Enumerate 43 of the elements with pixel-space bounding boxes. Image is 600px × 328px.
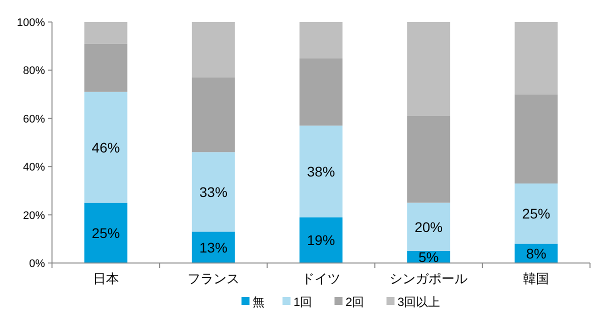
legend-label: 1回 [294,295,312,309]
x-tick-label: シンガポール [390,271,468,286]
bar [407,202,450,251]
bar [192,77,235,152]
bar [192,152,235,232]
bar [300,58,342,126]
y-tick-label: 100% [16,17,46,29]
data-label: 5% [418,248,439,265]
x-tick-label: ドイツ [302,271,340,286]
bar [300,217,342,263]
bar [84,92,128,203]
data-label: 46% [92,139,120,156]
bar [84,202,128,263]
bar [407,22,450,116]
bar [192,232,235,263]
y-tick-label: 0% [29,258,46,270]
bar [192,22,235,78]
data-label: 38% [306,163,336,180]
data-label: 13% [199,239,228,256]
data-label: 25% [92,224,120,241]
y-tick-label: 80% [22,65,46,78]
legend-label: 3回以上 [398,295,440,309]
legend-label: 無 [252,295,264,309]
data-label: 8% [526,245,546,262]
x-tick-label: 日本 [92,271,119,286]
legend-label: 2回 [346,295,364,309]
bar [300,126,342,218]
y-tick-label: 60% [22,113,46,126]
bar [514,183,558,244]
data-label: 33% [199,184,228,200]
bar [514,94,558,184]
bar [407,116,450,203]
bar [514,22,558,94]
y-tick-label: 40% [22,162,46,174]
x-tick-label: 韓国 [523,271,550,286]
bar [300,22,342,58]
x-tick-label: フランス [187,271,240,286]
bar [84,22,128,44]
bar [84,44,128,92]
data-label: 20% [414,218,443,235]
data-label: 25% [522,206,550,222]
y-tick-label: 20% [22,210,46,222]
data-label: 19% [306,232,336,248]
